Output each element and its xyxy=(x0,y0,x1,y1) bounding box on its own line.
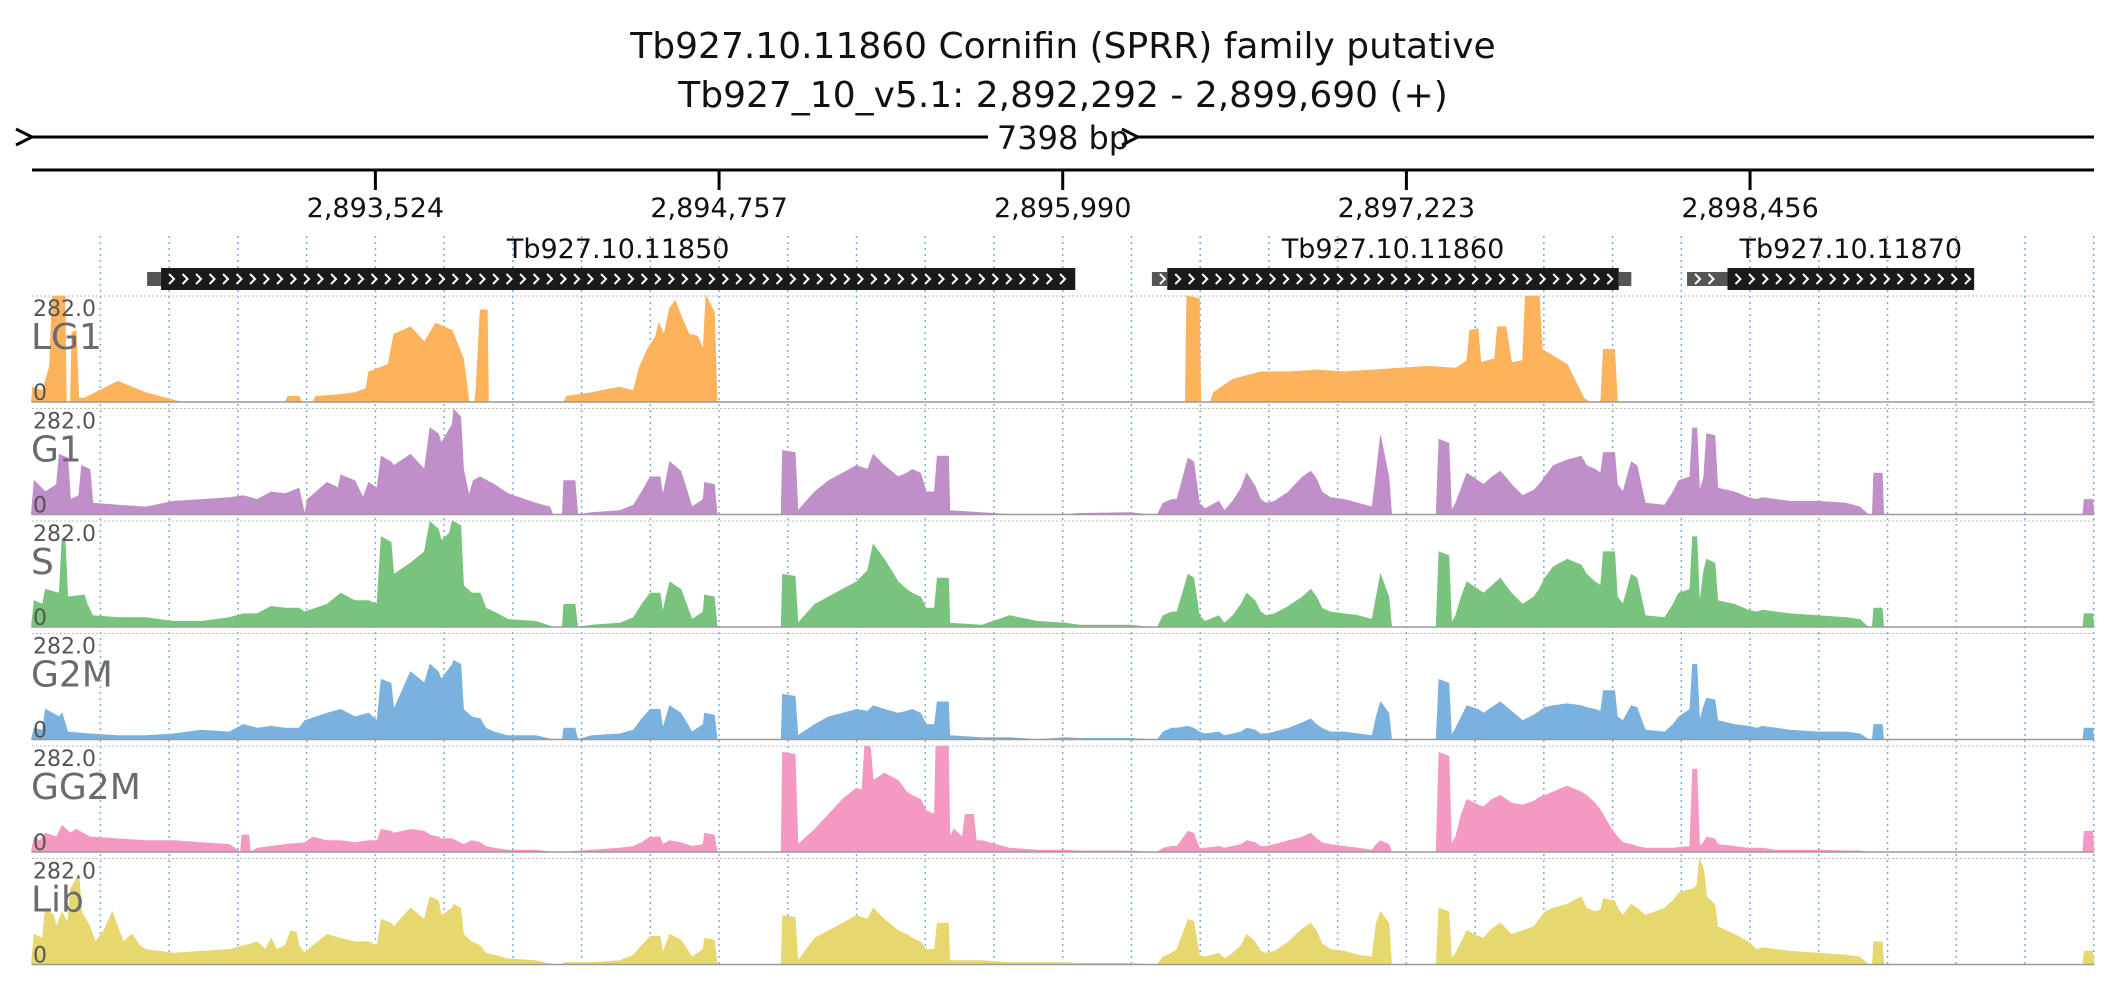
gene-utr5-2 xyxy=(1687,272,1728,286)
coverage-area-GG2M xyxy=(30,745,2095,853)
track-ymin-label-0: 0 xyxy=(33,381,47,406)
ruler-tick-label-3: 2,897,223 xyxy=(1338,193,1475,224)
ruler-tick-label-2: 2,895,990 xyxy=(994,193,1131,224)
coverage-area-S xyxy=(30,520,2095,628)
track-S: 282.0 0 S xyxy=(30,520,2095,631)
gene-label-0: Tb927.10.11850 xyxy=(506,234,730,265)
track-name-G2M: G2M xyxy=(31,655,113,696)
gene-annotation-track: Tb927.10.11850 Tb927.10.11860 Tb927.10.118… xyxy=(147,234,1975,290)
coverage-area-Lib xyxy=(30,858,2095,965)
track-ymax-label-4: 282.0 xyxy=(33,747,96,772)
ruler-ticks: 2,893,524 2,894,757 2,895,990 2,897,223 2,89… xyxy=(307,170,1819,224)
track-ymax-label-1: 282.0 xyxy=(33,410,96,435)
track-ymax-label-2: 282.0 xyxy=(33,522,96,547)
track-Lib: 282.0 0 Lib xyxy=(30,858,2095,969)
track-name-S: S xyxy=(31,542,54,583)
gene-Tb927.10.11860[interactable]: Tb927.10.11860 xyxy=(1151,234,1632,290)
gene-cds-1 xyxy=(1167,268,1619,290)
ruler-tick-label-1: 2,894,757 xyxy=(650,193,787,224)
coverage-area-G1 xyxy=(30,408,2095,515)
ruler-tick-label-4: 2,898,456 xyxy=(1681,193,1818,224)
track-ymin-label-2: 0 xyxy=(33,606,47,631)
gene-utr5-1 xyxy=(1151,272,1168,286)
gene-Tb927.10.11870[interactable]: Tb927.10.11870 xyxy=(1687,234,1975,290)
track-G2M: 282.0 0 G2M xyxy=(30,633,2095,744)
gene-label-2: Tb927.10.11870 xyxy=(1739,234,1963,265)
track-ymax-label-5: 282.0 xyxy=(33,860,96,885)
track-ymax-label-3: 282.0 xyxy=(33,635,96,660)
track-G1: 282.0 0 G1 xyxy=(30,408,2095,519)
track-ymin-label-3: 0 xyxy=(33,719,47,744)
gene-label-1: Tb927.10.11860 xyxy=(1281,234,1505,265)
track-name-G1: G1 xyxy=(31,430,82,471)
track-GG2M: 282.0 0 GG2M xyxy=(30,745,2095,856)
gene-utr5-chevrons-1 xyxy=(1159,273,1167,285)
ruler-tick-label-0: 2,893,524 xyxy=(307,193,444,224)
track-ymax-label-0: 282.0 xyxy=(33,297,96,322)
span-label: 7398 bp xyxy=(997,119,1129,157)
gene-cds-chevrons-1 xyxy=(1174,273,1614,285)
gene-title: Tb927.10.11860 Cornifin (SPRR) family pu… xyxy=(629,26,1495,67)
gene-cds-chevrons-2 xyxy=(1734,273,1972,285)
gene-utr5-chevrons-2 xyxy=(1694,273,1715,285)
gene-utr5-0 xyxy=(147,272,162,286)
track-ymin-label-4: 0 xyxy=(33,831,47,856)
coverage-tracks: 282.00LG1282.00G1282.00S282.00G2M282.00G… xyxy=(30,294,2095,969)
track-ymin-label-1: 0 xyxy=(33,494,47,519)
span-indicator: 7398 bp xyxy=(32,119,2094,157)
track-name-GG2M: GG2M xyxy=(31,767,141,808)
track-LG1: 282.0 0 LG1 xyxy=(30,294,2094,406)
gene-cds-2 xyxy=(1727,268,1975,290)
coverage-area-G2M xyxy=(30,660,2095,740)
gene-cds-chevrons-0 xyxy=(168,273,1067,285)
track-name-LG1: LG1 xyxy=(31,317,102,358)
gene-utr3-1 xyxy=(1618,272,1632,286)
track-name-Lib: Lib xyxy=(31,880,84,921)
track-ymin-label-5: 0 xyxy=(33,944,47,969)
locus-label: Tb927_10_v5.1: 2,892,292 - 2,899,690 (+) xyxy=(677,75,1448,116)
gene-Tb927.10.11850[interactable]: Tb927.10.11850 xyxy=(147,234,1076,290)
